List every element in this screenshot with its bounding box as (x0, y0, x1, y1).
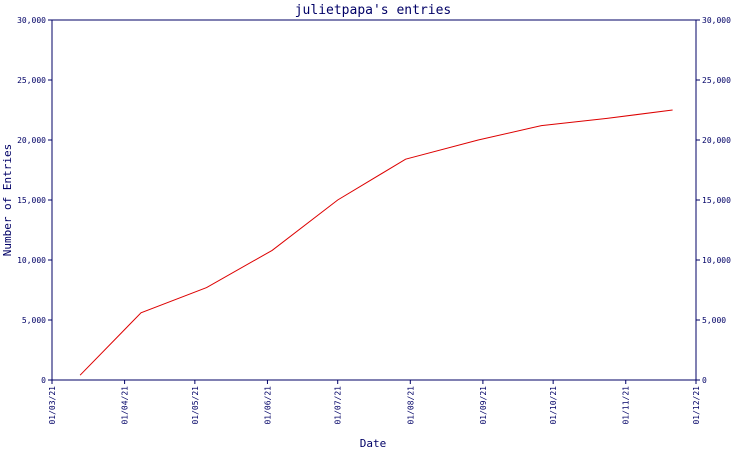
y-axis-right: 0 5,000 10,000 15,000 20,000 25,000 30,000 (696, 16, 731, 385)
x-tick-label: 01/11/21 (622, 386, 631, 425)
y-tick-label-left: 20,000 (17, 136, 46, 145)
y-tick-label-left: 25,000 (17, 76, 46, 85)
y-tick-label-right: 10,000 (702, 256, 731, 265)
x-tick-label: 01/04/21 (121, 386, 130, 425)
chart-title: julietpapa's entries (295, 3, 452, 18)
series-line (79, 109, 673, 376)
y-tick-label-left: 30,000 (17, 16, 46, 25)
x-tick-label: 01/03/21 (48, 386, 57, 425)
x-tick-label: 01/08/21 (406, 386, 415, 425)
x-tick-label: 01/10/21 (549, 386, 558, 425)
x-tick-label: 01/07/21 (334, 386, 343, 425)
y-tick-label-left: 0 (41, 376, 46, 385)
y-tick-label-left: 5,000 (22, 316, 46, 325)
x-tick-label: 01/12/21 (692, 386, 701, 425)
x-tick-label: 01/09/21 (479, 386, 488, 425)
y-tick-label-right: 30,000 (702, 16, 731, 25)
y-tick-label-right: 25,000 (702, 76, 731, 85)
x-axis: 01/03/21 01/04/21 01/05/21 01/06/21 01/07/21… (48, 380, 701, 425)
y-tick-label-left: 15,000 (17, 196, 46, 205)
y-tick-label-right: 5,000 (702, 316, 726, 325)
x-tick-label: 01/06/21 (263, 386, 272, 425)
x-axis-title: Date (360, 437, 387, 450)
x-tick-label: 01/05/21 (191, 386, 200, 425)
series-layer (79, 109, 673, 376)
y-axis-title: Number of Entries (1, 144, 14, 257)
y-tick-label-right: 15,000 (702, 196, 731, 205)
y-tick-label-left: 10,000 (17, 256, 46, 265)
plot-frame (51, 19, 697, 381)
y-tick-label-right: 20,000 (702, 136, 731, 145)
y-tick-label-right: 0 (702, 376, 707, 385)
y-axis-left: 0 5,000 10,000 15,000 20,000 25,000 30,000 (17, 16, 52, 385)
